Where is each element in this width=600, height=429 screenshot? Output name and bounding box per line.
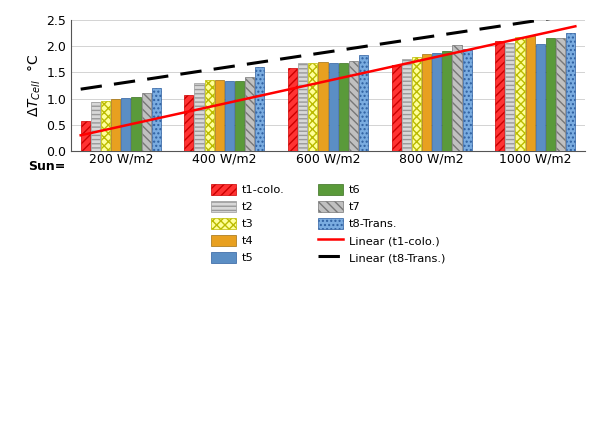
Bar: [412, 57, 421, 151]
Bar: [536, 44, 545, 151]
Bar: [111, 99, 120, 151]
Bar: [121, 98, 130, 151]
Bar: [338, 63, 348, 151]
Bar: [205, 80, 214, 151]
Bar: [215, 80, 224, 151]
Bar: [329, 63, 338, 151]
Bar: [526, 36, 535, 151]
Bar: [152, 88, 161, 151]
Bar: [432, 53, 441, 151]
Bar: [101, 101, 110, 151]
Bar: [319, 63, 328, 151]
Bar: [235, 81, 244, 151]
Bar: [194, 83, 203, 151]
Bar: [566, 33, 575, 151]
Bar: [131, 97, 140, 151]
Bar: [349, 61, 358, 151]
Bar: [359, 55, 368, 151]
Bar: [401, 59, 411, 151]
Legend: t1-colo., t2, t3, t4, t5, t6, t7, t8-Trans., Linear (t1-colo.), Linear (t8-Trans: t1-colo., t2, t3, t4, t5, t6, t7, t8-Tra…: [207, 180, 449, 266]
Bar: [463, 49, 472, 151]
Bar: [256, 67, 265, 151]
Bar: [80, 121, 90, 151]
Bar: [442, 51, 451, 151]
Bar: [392, 64, 401, 151]
Bar: [422, 54, 431, 151]
Bar: [91, 102, 100, 151]
Text: Sun=: Sun=: [29, 160, 66, 173]
Bar: [308, 63, 317, 151]
Bar: [245, 77, 254, 151]
Bar: [556, 38, 565, 151]
Bar: [225, 82, 234, 151]
Bar: [142, 94, 151, 151]
Bar: [452, 45, 461, 151]
Bar: [546, 38, 555, 151]
Bar: [505, 42, 514, 151]
Bar: [184, 95, 193, 151]
Bar: [288, 68, 297, 151]
Bar: [515, 37, 524, 151]
Bar: [298, 63, 307, 151]
Bar: [495, 41, 504, 151]
Y-axis label: $\Delta T_{Cell}$  °C: $\Delta T_{Cell}$ °C: [27, 54, 43, 117]
